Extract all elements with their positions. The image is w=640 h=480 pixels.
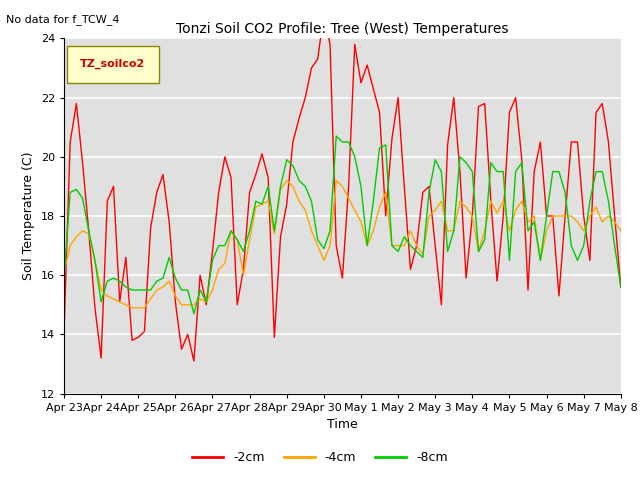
-8cm	[394, 249, 402, 254]
-4cm	[283, 178, 291, 183]
X-axis label: Time: Time	[327, 418, 358, 431]
Line: -2cm: -2cm	[64, 15, 621, 361]
-2cm	[611, 213, 618, 219]
-4cm	[196, 296, 204, 302]
-4cm	[394, 243, 402, 249]
-2cm	[543, 213, 550, 219]
Legend: -2cm, -4cm, -8cm: -2cm, -4cm, -8cm	[187, 446, 453, 469]
FancyBboxPatch shape	[67, 46, 159, 83]
-2cm	[320, 12, 328, 18]
Text: TZ_soilco2: TZ_soilco2	[80, 59, 145, 69]
-2cm	[209, 249, 216, 254]
-8cm	[196, 287, 204, 293]
-4cm	[617, 228, 625, 234]
-8cm	[332, 133, 340, 139]
-4cm	[134, 305, 142, 311]
-2cm	[394, 95, 402, 100]
-8cm	[209, 257, 216, 263]
-4cm	[209, 287, 216, 293]
-4cm	[611, 219, 618, 225]
-2cm	[128, 337, 136, 343]
-2cm	[60, 328, 68, 334]
Line: -4cm: -4cm	[64, 180, 621, 308]
-8cm	[543, 213, 550, 219]
-4cm	[60, 269, 68, 275]
-4cm	[128, 305, 136, 311]
-2cm	[617, 284, 625, 290]
-2cm	[196, 272, 204, 278]
Line: -8cm: -8cm	[64, 136, 621, 314]
-4cm	[543, 228, 550, 234]
-2cm	[190, 358, 198, 364]
-8cm	[611, 243, 618, 249]
-8cm	[190, 311, 198, 317]
-8cm	[128, 287, 136, 293]
Y-axis label: Soil Temperature (C): Soil Temperature (C)	[22, 152, 35, 280]
-8cm	[617, 284, 625, 290]
Title: Tonzi Soil CO2 Profile: Tree (West) Temperatures: Tonzi Soil CO2 Profile: Tree (West) Temp…	[176, 22, 509, 36]
Text: No data for f_TCW_4: No data for f_TCW_4	[6, 14, 120, 25]
-8cm	[60, 275, 68, 281]
